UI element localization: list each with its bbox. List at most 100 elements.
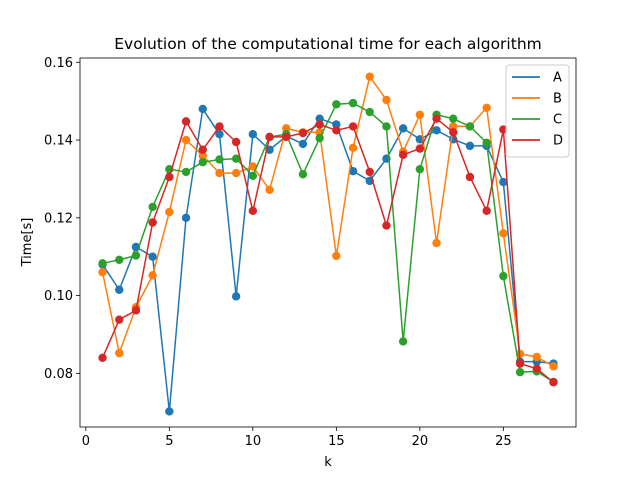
data-point — [265, 185, 274, 195]
data-point — [115, 315, 124, 324]
data-point — [432, 238, 441, 248]
data-point — [499, 271, 508, 281]
data-point — [215, 168, 224, 178]
data-point — [165, 172, 174, 182]
data-point — [215, 155, 224, 164]
data-point — [181, 213, 191, 223]
data-point — [115, 348, 124, 358]
data-point — [115, 285, 124, 294]
data-point — [415, 135, 425, 144]
plot-content — [98, 72, 558, 416]
data-point — [148, 202, 157, 212]
data-point — [365, 72, 374, 81]
data-point — [499, 177, 508, 187]
legend-label: D — [553, 134, 563, 149]
series-line-B — [101, 75, 554, 367]
data-point — [315, 133, 324, 143]
data-point — [432, 114, 441, 123]
data-point — [482, 206, 491, 216]
legend-item-D: D — [512, 134, 563, 149]
data-point — [482, 138, 491, 147]
data-point — [231, 292, 241, 301]
legend-box — [505, 64, 570, 158]
data-point — [98, 353, 107, 362]
data-point — [332, 120, 341, 129]
legend-item-C: C — [512, 113, 562, 128]
data-point — [382, 221, 391, 230]
legend-item-A: A — [512, 71, 562, 86]
data-point — [282, 132, 291, 142]
data-point — [499, 125, 508, 134]
x-tick-label: 15 — [328, 434, 345, 449]
data-point — [181, 117, 191, 126]
data-point — [348, 122, 358, 131]
x-tick-label: 0 — [82, 434, 90, 449]
series-line-D — [101, 117, 554, 383]
data-point — [231, 168, 241, 178]
data-point — [398, 124, 408, 133]
data-point — [148, 218, 157, 227]
data-point — [499, 229, 508, 238]
data-point — [515, 367, 525, 377]
data-point — [265, 132, 274, 142]
data-point — [148, 252, 157, 261]
data-point — [165, 407, 174, 416]
data-point — [432, 126, 441, 135]
y-axis-label: Time[s] — [20, 218, 35, 268]
data-point — [248, 130, 258, 139]
data-point — [198, 104, 207, 114]
data-point — [348, 143, 358, 153]
data-point — [532, 352, 541, 362]
data-point — [382, 95, 391, 105]
y-tick-label: 0.16 — [44, 56, 73, 71]
series-B — [98, 72, 558, 371]
x-tick-label: 20 — [412, 434, 429, 449]
data-point — [532, 364, 541, 373]
data-point — [215, 130, 224, 139]
data-point — [415, 110, 425, 119]
data-point — [415, 144, 425, 153]
data-point — [231, 154, 241, 163]
data-point — [449, 128, 458, 137]
data-point — [298, 170, 308, 179]
data-point — [449, 122, 458, 131]
x-tick-label: 25 — [495, 434, 512, 449]
data-point — [332, 100, 341, 109]
data-point — [148, 271, 157, 280]
y-tick-label: 0.08 — [44, 367, 73, 382]
legend-label: C — [553, 113, 562, 128]
data-point — [165, 207, 174, 217]
y-tick-label: 0.12 — [44, 211, 73, 226]
data-point — [215, 122, 224, 131]
data-point — [465, 172, 475, 182]
data-point — [465, 122, 475, 131]
data-point — [131, 251, 141, 260]
data-point — [298, 139, 308, 149]
data-point — [415, 165, 425, 174]
data-point — [198, 151, 207, 160]
data-point — [449, 114, 458, 123]
series-line-C — [102, 102, 554, 383]
y-tick-label: 0.14 — [44, 134, 73, 149]
data-point — [332, 251, 341, 261]
plot-frame — [79, 57, 577, 428]
legend-label: A — [553, 71, 562, 86]
data-point — [115, 255, 124, 264]
chart-title: Evolution of the computational time for … — [114, 35, 542, 53]
data-point — [315, 114, 324, 123]
data-point — [365, 107, 374, 117]
x-tick-label: 10 — [245, 434, 262, 449]
data-point — [248, 206, 258, 216]
data-point — [348, 98, 358, 108]
data-point — [248, 171, 258, 181]
data-point — [298, 128, 308, 138]
data-point — [198, 158, 207, 167]
data-point — [365, 167, 374, 177]
data-point — [248, 162, 258, 171]
data-point — [98, 259, 107, 268]
data-point — [515, 359, 525, 368]
legend-label: B — [553, 92, 562, 107]
data-point — [332, 126, 341, 135]
data-point — [231, 137, 241, 147]
